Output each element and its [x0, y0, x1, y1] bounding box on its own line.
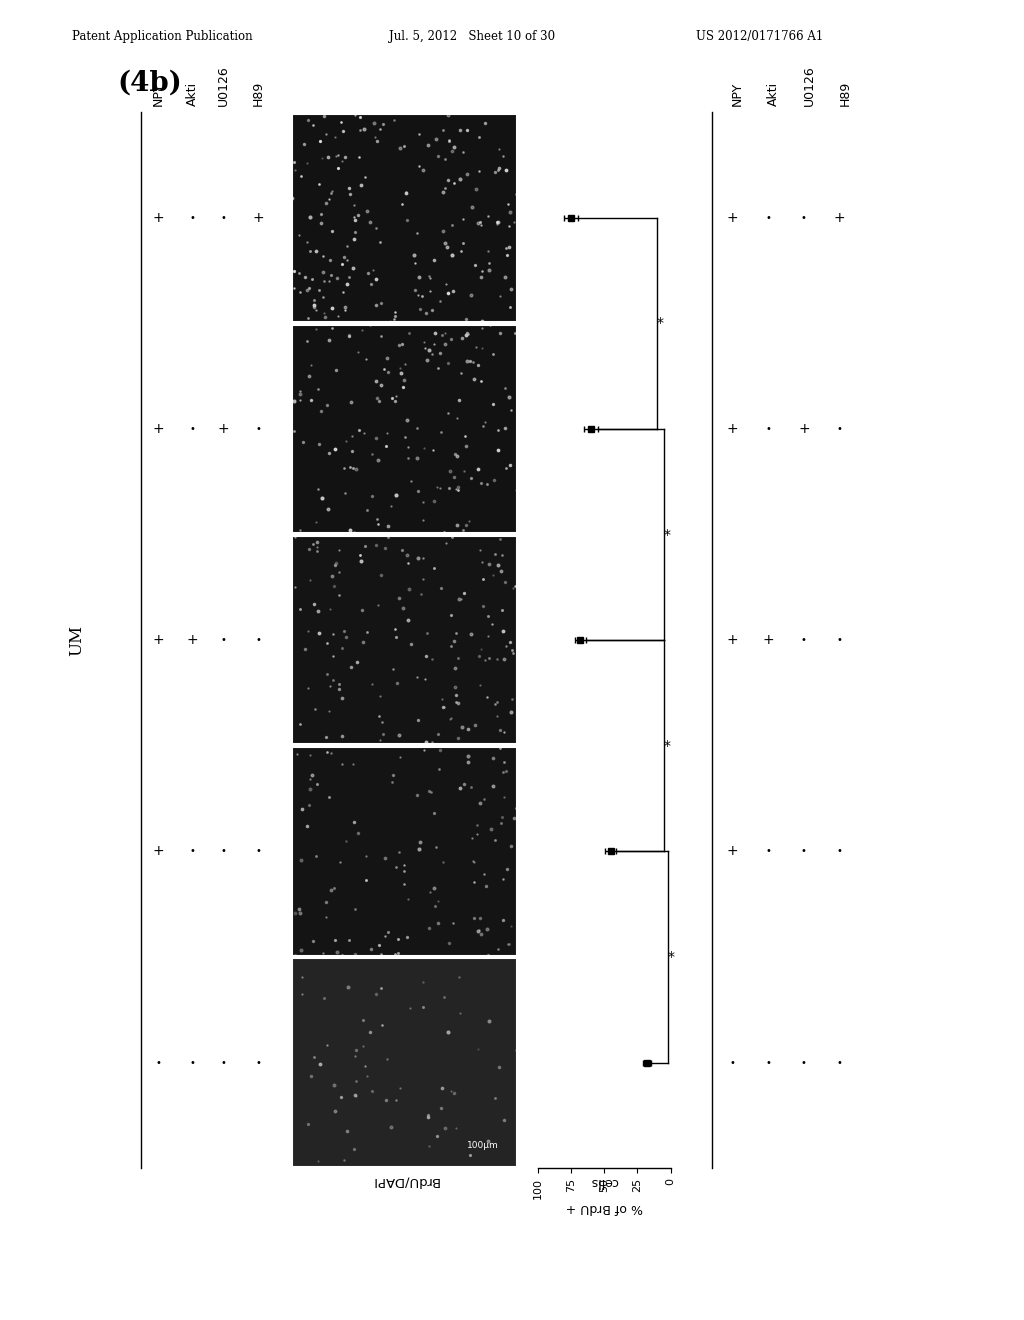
Text: •: •	[837, 635, 843, 645]
Text: Jul. 5, 2012   Sheet 10 of 30: Jul. 5, 2012 Sheet 10 of 30	[389, 30, 555, 44]
Text: NPY: NPY	[731, 82, 743, 106]
Text: (4b): (4b)	[118, 70, 182, 96]
Text: U0126: U0126	[803, 65, 815, 106]
Text: •: •	[765, 846, 771, 857]
Text: +: +	[726, 845, 738, 858]
Text: H89: H89	[839, 81, 851, 106]
Text: •: •	[765, 1057, 771, 1068]
Text: +: +	[834, 211, 846, 224]
Text: •: •	[189, 1057, 196, 1068]
Text: U0126: U0126	[217, 65, 229, 106]
Text: •: •	[837, 846, 843, 857]
Text: +: +	[762, 634, 774, 647]
Text: •: •	[837, 424, 843, 434]
Text: •: •	[255, 635, 261, 645]
Text: +: +	[153, 211, 165, 224]
Text: •: •	[220, 635, 226, 645]
Text: +: +	[186, 634, 199, 647]
Text: •: •	[801, 213, 807, 223]
Text: Akti: Akti	[186, 82, 199, 106]
Text: •: •	[765, 424, 771, 434]
Text: •: •	[255, 1057, 261, 1068]
Text: +: +	[726, 211, 738, 224]
Text: Akti: Akti	[767, 82, 779, 106]
Text: •: •	[189, 424, 196, 434]
Text: •: •	[189, 846, 196, 857]
Text: •: •	[220, 1057, 226, 1068]
Text: *: *	[656, 317, 664, 330]
Text: *: *	[664, 528, 671, 541]
Text: BrdU/DAPI: BrdU/DAPI	[371, 1175, 438, 1188]
Text: cells: cells	[590, 1175, 618, 1188]
Text: •: •	[765, 213, 771, 223]
Text: *: *	[668, 950, 675, 964]
Text: *: *	[664, 739, 671, 752]
Text: •: •	[255, 424, 261, 434]
Text: +: +	[798, 422, 810, 436]
Text: •: •	[837, 1057, 843, 1068]
Text: •: •	[801, 1057, 807, 1068]
Text: +: +	[217, 422, 229, 436]
Text: •: •	[729, 1057, 735, 1068]
Text: +: +	[726, 422, 738, 436]
Text: •: •	[220, 213, 226, 223]
Text: +: +	[252, 211, 264, 224]
Text: 100μm: 100μm	[467, 1142, 499, 1150]
Text: •: •	[801, 846, 807, 857]
Text: •: •	[255, 846, 261, 857]
Text: Patent Application Publication: Patent Application Publication	[72, 30, 252, 44]
Text: +: +	[153, 845, 165, 858]
Text: •: •	[156, 1057, 162, 1068]
Text: +: +	[153, 422, 165, 436]
Text: NPY: NPY	[153, 82, 165, 106]
Text: +: +	[153, 634, 165, 647]
Text: +: +	[726, 634, 738, 647]
Text: % of BrdU +: % of BrdU +	[565, 1201, 643, 1214]
Text: UM: UM	[69, 624, 85, 656]
Text: •: •	[801, 635, 807, 645]
Text: US 2012/0171766 A1: US 2012/0171766 A1	[696, 30, 823, 44]
Text: •: •	[220, 846, 226, 857]
Text: •: •	[189, 213, 196, 223]
Text: H89: H89	[252, 81, 264, 106]
